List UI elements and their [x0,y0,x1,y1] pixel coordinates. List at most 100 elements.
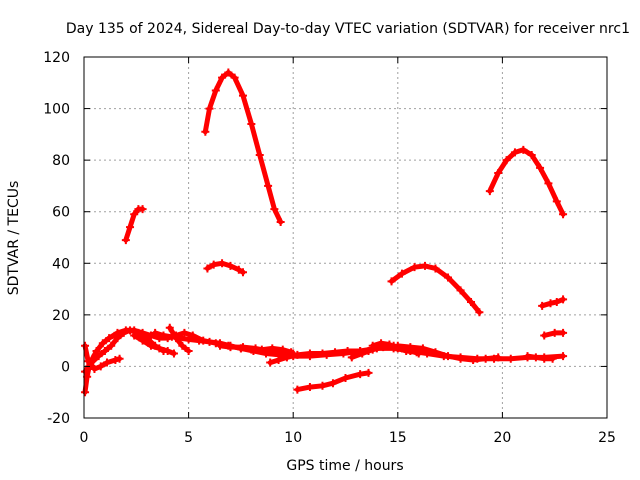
y-tick-label: 20 [52,308,70,324]
data-point [444,352,453,361]
y-axis-label: SDTVAR / TECUs [6,181,22,296]
data-point [119,328,128,337]
data-point [347,353,356,362]
data-point [548,354,557,363]
data-point [130,331,139,340]
data-point [255,150,264,159]
x-tick-label: 5 [184,430,193,446]
data-point [318,381,327,390]
data-point [159,331,168,340]
data-point [251,344,260,353]
data-point [331,348,340,357]
data-point [328,379,337,388]
data-point [552,197,561,206]
data-point [81,388,90,397]
series-arc-4 [203,259,247,277]
data-series [81,68,568,397]
data-point [406,343,415,352]
data-point [467,297,476,306]
data-point [559,352,568,361]
data-point [559,328,568,337]
data-point [368,341,377,350]
series-arc-1 [201,68,285,227]
data-point [92,346,101,355]
x-tick-label: 0 [80,430,89,446]
data-point [238,268,247,277]
data-point [341,374,350,383]
data-point [456,354,465,363]
grid [84,57,607,418]
data-point [126,326,135,335]
data-point [305,349,314,358]
data-point [205,104,214,113]
data-point [238,343,247,352]
data-point [531,353,540,362]
data-point [387,277,396,286]
data-point [410,263,419,272]
data-point [247,120,256,129]
data-point [151,328,160,337]
data-point [138,205,147,214]
data-point [218,73,227,82]
data-point [138,336,147,345]
data-point [420,261,429,270]
data-point [94,352,103,361]
data-point [559,210,568,219]
data-point [527,150,536,159]
data-point [274,355,283,364]
data-point [215,341,224,350]
data-point [264,181,273,190]
data-point [475,308,484,317]
series-arc-6 [538,295,568,310]
data-point [178,341,187,350]
data-point [293,385,302,394]
series-arc-3 [121,205,147,245]
y-tick-label: 0 [61,359,70,375]
data-point [540,354,549,363]
data-point [238,91,247,100]
data-point [377,339,386,348]
chart-title: Day 135 of 2024, Sidereal Day-to-day VTE… [66,21,630,37]
data-point [544,179,553,188]
series-line [167,325,192,354]
data-point [276,218,285,227]
data-point [431,348,440,357]
data-point [146,341,155,350]
data-point [163,346,172,355]
data-point [226,261,235,270]
series-arc-20 [523,352,557,363]
data-point [494,169,503,178]
data-point [282,353,291,362]
axis-ticks: 0 5 10 15 20 25 -20 0 20 40 60 80 100 120 [43,50,616,446]
data-point [356,370,365,379]
series-line [202,70,284,225]
data-point [126,223,135,232]
data-point [90,365,99,374]
data-point [224,68,233,77]
data-point [103,358,112,367]
data-point [276,349,285,358]
data-point [393,341,402,350]
data-point [184,346,193,355]
series-arc-7 [540,328,568,340]
data-point [226,343,235,352]
series-arc-5 [387,261,484,317]
series-line [487,147,566,217]
x-tick-label: 15 [389,430,407,446]
data-point [550,328,559,337]
y-tick-label: 60 [52,205,70,221]
data-point [536,163,545,172]
data-point [485,187,494,196]
data-point [100,346,109,355]
data-point [230,73,239,82]
data-point [176,334,185,343]
data-point [444,273,453,282]
x-tick-label: 10 [284,430,302,446]
data-point [81,341,90,350]
data-point [469,355,478,364]
series-arc-12 [130,331,178,358]
data-point [364,368,373,377]
data-point [397,269,406,278]
series-arc-10 [81,341,124,374]
